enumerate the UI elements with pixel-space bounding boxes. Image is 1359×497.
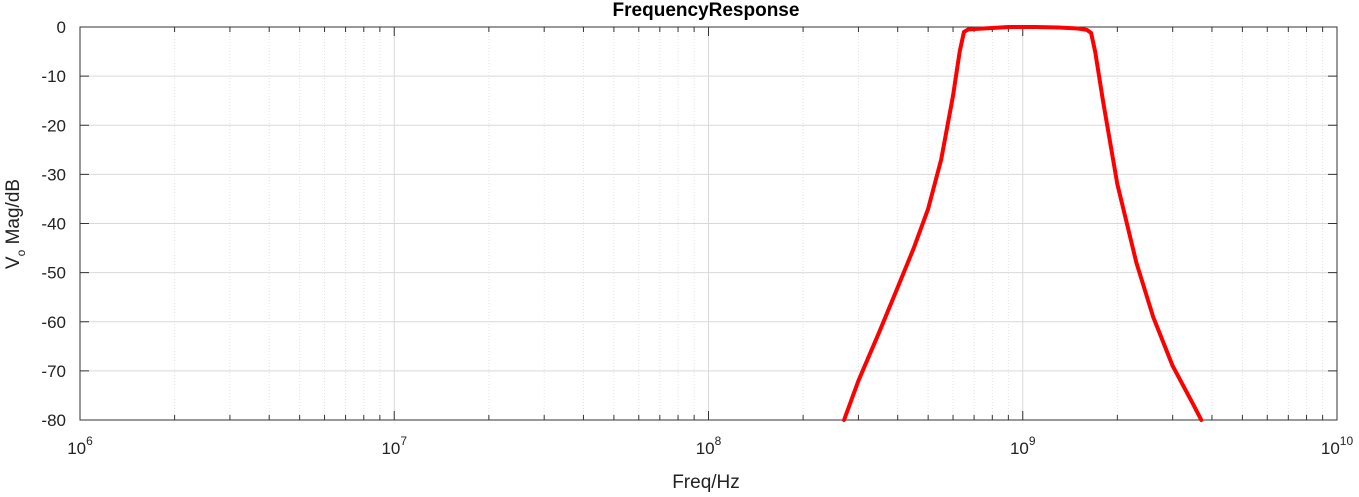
y-tick-label: -70 — [41, 362, 66, 381]
x-tick-labels: 106 107 108 109 1010 — [67, 434, 1353, 458]
y-tick-labels: 0 -10 -20 -30 -40 -50 -60 -70 -80 — [41, 18, 66, 430]
x-tick-label: 107 — [381, 434, 407, 458]
x-tick-label: 109 — [1010, 434, 1036, 458]
y-tick-label: -20 — [41, 116, 66, 135]
x-tick-label: 1010 — [1321, 434, 1354, 458]
series-line-1 — [842, 25, 1204, 422]
y-tick-label: -80 — [41, 411, 66, 430]
svg-text:Vo Mag/dB: Vo Mag/dB — [3, 179, 28, 269]
y-axis-label-rest: Mag/dB — [3, 179, 24, 250]
y-tick-label: -60 — [41, 313, 66, 332]
y-axis-label-main: V — [3, 256, 24, 269]
y-tick-label: 0 — [57, 18, 66, 37]
y-tick-label: -30 — [41, 165, 66, 184]
y-tick-label: -50 — [41, 264, 66, 283]
x-tick-label: 108 — [696, 434, 722, 458]
y-tick-label: -10 — [41, 67, 66, 86]
y-axis-label: Vo Mag/dB — [3, 179, 28, 269]
y-axis-label-subscript: o — [14, 249, 28, 256]
grid — [79, 26, 1338, 421]
axis-ticks — [79, 26, 1338, 421]
y-tick-label: -40 — [41, 215, 66, 234]
chart-title: FrequencyResponse — [613, 0, 800, 21]
x-tick-label: 106 — [67, 434, 93, 458]
x-axis-label: Freq/Hz — [672, 472, 740, 493]
series-group — [842, 25, 1204, 422]
